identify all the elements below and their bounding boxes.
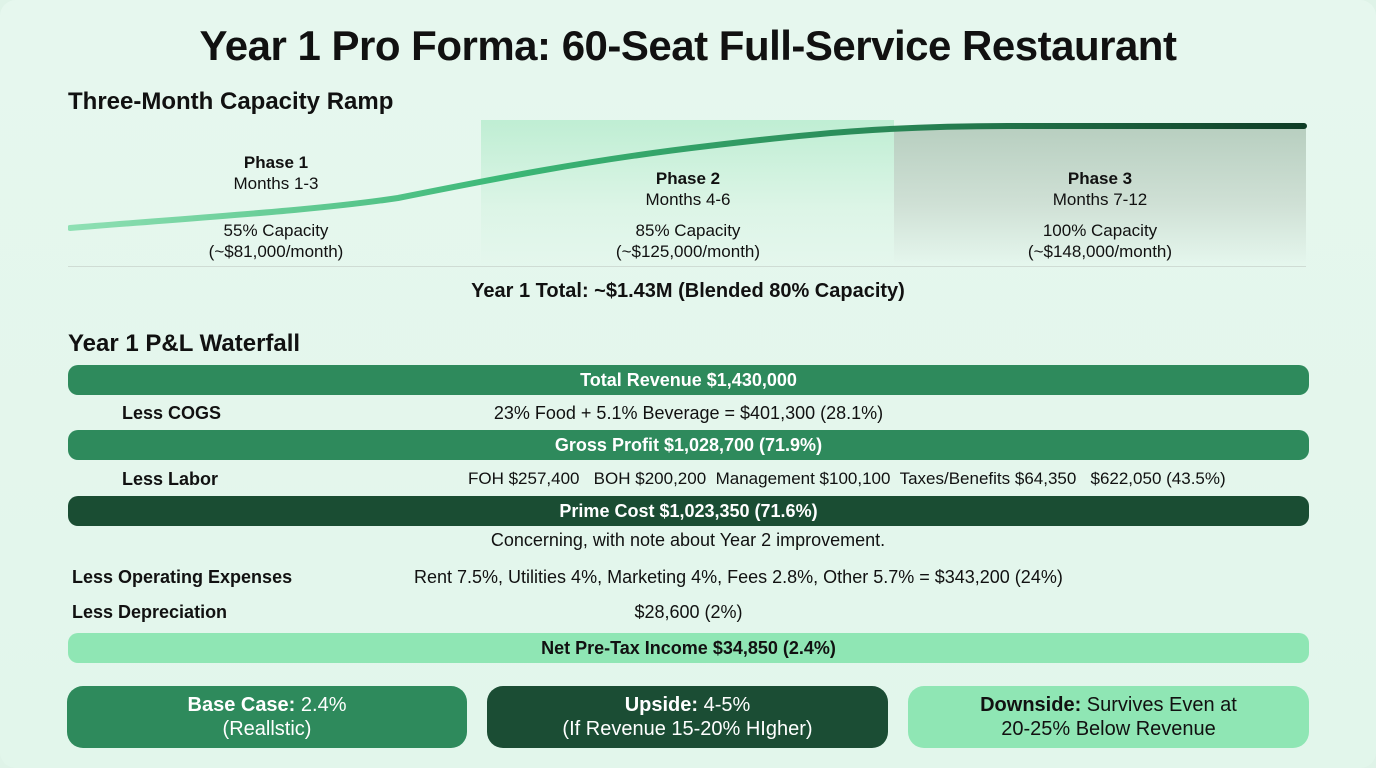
cogs-value: 23% Food + 5.1% Beverage = $401,300 (28.… <box>493 403 884 423</box>
phase-2-revenue: (~$125,000/month) <box>615 242 761 261</box>
phase-3-band <box>894 128 1306 266</box>
ramp-curve <box>68 123 1307 231</box>
upside-label: Upside: <box>624 694 699 716</box>
phase-3-capacity: 100% Capacity <box>1042 221 1158 240</box>
capacity-ramp-chart: Phase 1 Months 1-3 55% Capacity (~$81,00… <box>68 120 1307 268</box>
page-title: Year 1 Pro Forma: 60-Seat Full-Service R… <box>199 22 1177 69</box>
labor-row: Less Labor FOH $257,400 BOH $200,200 Man… <box>68 466 1309 492</box>
base-case-card: Base Case: 2.4% (Reallstic) <box>67 686 467 748</box>
total-revenue-bar: Total Revenue $1,430,000 <box>68 365 1309 395</box>
upside-detail: (If Revenue 15-20% HIgher) <box>562 718 813 740</box>
phase-1-capacity: 55% Capacity <box>223 221 329 240</box>
ramp-baseline <box>68 266 1306 267</box>
phase-1-months: Months 1-3 <box>233 174 319 193</box>
phase-3-revenue: (~$148,000/month) <box>1027 242 1173 261</box>
year-1-total: Year 1 Total: ~$1.43M (Blended 80% Capac… <box>471 280 905 302</box>
phase-3-name: Phase 3 <box>1067 169 1133 188</box>
labor-label: Less Labor <box>122 469 219 489</box>
depreciation-row: Less Depreciation $28,600 (2%) <box>68 599 1309 625</box>
prime-cost-bar: Prime Cost $1,023,350 (71.6%) <box>68 496 1309 526</box>
phase-1-name: Phase 1 <box>243 153 309 172</box>
depreciation-value: $28,600 (2%) <box>634 602 743 622</box>
phase-3: Phase 3 Months 7-12 100% Capacity (~$148… <box>1000 168 1200 262</box>
phase-2-months: Months 4-6 <box>645 190 731 209</box>
phase-1: Phase 1 Months 1-3 55% Capacity (~$81,00… <box>176 152 376 262</box>
labor-value: FOH $257,400 BOH $200,200 Management $10… <box>468 469 1226 488</box>
net-income-bar: Net Pre-Tax Income $34,850 (2.4%) <box>68 633 1309 663</box>
base-case-detail: (Reallstic) <box>222 718 312 740</box>
opex-value: Rent 7.5%, Utilities 4%, Marketing 4%, F… <box>414 567 1063 587</box>
depreciation-label: Less Depreciation <box>72 602 228 622</box>
opex-row: Less Operating Expenses Rent 7.5%, Utili… <box>68 564 1309 590</box>
waterfall-heading: Year 1 P&L Waterfall <box>68 330 301 357</box>
opex-label: Less Operating Expenses <box>72 567 293 587</box>
downside-card: Downside: Survives Even at 20-25% Below … <box>908 686 1309 748</box>
prime-cost-note: Concerning, with note about Year 2 impro… <box>490 530 886 550</box>
base-case-label: Base Case: <box>187 694 296 716</box>
upside-value: 4-5% <box>703 694 751 716</box>
phase-2-name: Phase 2 <box>655 169 721 188</box>
downside-detail: 20-25% Below Revenue <box>1001 718 1216 740</box>
cogs-label: Less COGS <box>122 403 222 423</box>
downside-value: Survives Even at <box>1086 694 1237 716</box>
phase-1-revenue: (~$81,000/month) <box>208 242 344 261</box>
phase-3-months: Months 7-12 <box>1052 190 1148 209</box>
phase-2: Phase 2 Months 4-6 85% Capacity (~$125,0… <box>588 168 788 262</box>
base-case-value: 2.4% <box>300 694 347 716</box>
upside-card: Upside: 4-5% (If Revenue 15-20% HIgher) <box>487 686 888 748</box>
ramp-heading: Three-Month Capacity Ramp <box>68 88 394 115</box>
downside-label: Downside: <box>980 694 1082 716</box>
gross-profit-bar: Gross Profit $1,028,700 (71.9%) <box>68 430 1309 460</box>
phase-2-band <box>481 120 894 266</box>
phase-2-capacity: 85% Capacity <box>635 221 741 240</box>
cogs-row: Less COGS 23% Food + 5.1% Beverage = $40… <box>68 400 1309 426</box>
